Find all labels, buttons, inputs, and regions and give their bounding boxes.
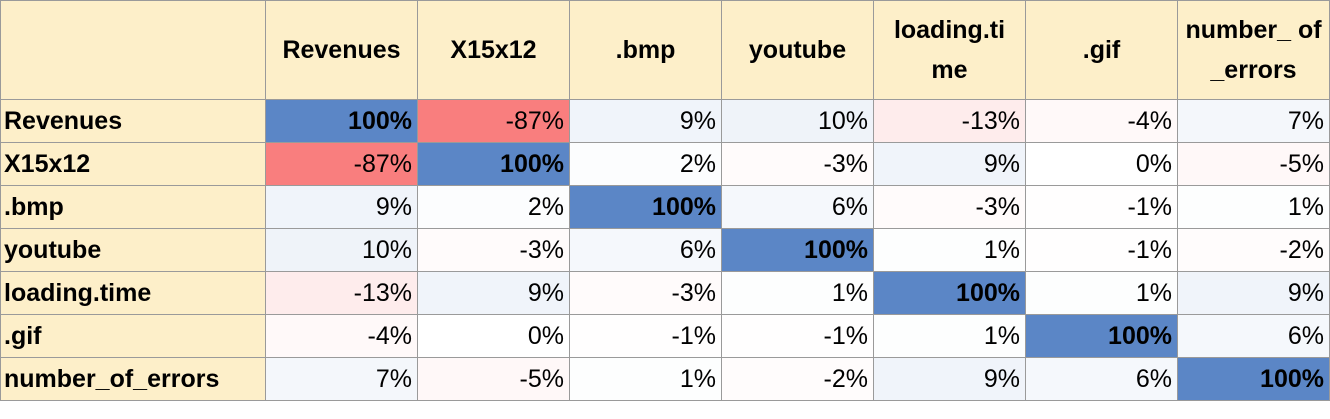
correlation-cell: 100%: [873, 271, 1026, 315]
correlation-cell: 1%: [873, 228, 1026, 272]
correlation-cell: 1%: [569, 357, 722, 401]
correlation-cell: -4%: [265, 314, 418, 358]
correlation-cell: 9%: [873, 142, 1026, 186]
table-row: X15x12 -87% 100% 2% -3% 9% 0% -5%: [0, 142, 1330, 186]
correlation-cell: 100%: [569, 185, 722, 229]
correlation-cell: 100%: [721, 228, 874, 272]
row-header: youtube: [0, 228, 266, 272]
correlation-cell: 100%: [417, 142, 570, 186]
correlation-cell: -1%: [569, 314, 722, 358]
correlation-cell: 6%: [569, 228, 722, 272]
correlation-cell: 10%: [265, 228, 418, 272]
correlation-cell: 9%: [873, 357, 1026, 401]
correlation-cell: 10%: [721, 99, 874, 143]
correlation-cell: -3%: [569, 271, 722, 315]
correlation-cell: 6%: [1025, 357, 1178, 401]
correlation-cell: -5%: [1177, 142, 1330, 186]
column-header: loading.ti me: [873, 0, 1026, 100]
column-header: .bmp: [569, 0, 722, 100]
correlation-cell: -1%: [1025, 228, 1178, 272]
table-body: Revenues 100% -87% 9% 10% -13% -4% 7% X15x12 -87%…: [0, 99, 1330, 401]
correlation-cell: 9%: [569, 99, 722, 143]
correlation-cell: 1%: [873, 314, 1026, 358]
table-row: youtube 10% -3% 6% 100% 1% -1% -2%: [0, 228, 1330, 272]
correlation-cell: -2%: [1177, 228, 1330, 272]
row-header: .bmp: [0, 185, 266, 229]
header-row: Revenues X15x12 .bmp youtube loading.ti me .g…: [0, 0, 1330, 100]
correlation-cell: -3%: [873, 185, 1026, 229]
correlation-cell: 7%: [1177, 99, 1330, 143]
correlation-cell: 100%: [1025, 314, 1178, 358]
correlation-cell: 1%: [1177, 185, 1330, 229]
correlation-cell: -5%: [417, 357, 570, 401]
correlation-cell: 0%: [417, 314, 570, 358]
correlation-cell: -87%: [417, 99, 570, 143]
table-row: .bmp 9% 2% 100% 6% -3% -1% 1%: [0, 185, 1330, 229]
correlation-cell: 9%: [265, 185, 418, 229]
correlation-cell: 1%: [1025, 271, 1178, 315]
correlation-cell: 2%: [417, 185, 570, 229]
correlation-cell: -2%: [721, 357, 874, 401]
correlation-cell: -3%: [721, 142, 874, 186]
row-header: number_of_errors: [0, 357, 266, 401]
correlation-cell: 9%: [1177, 271, 1330, 315]
correlation-cell: -13%: [873, 99, 1026, 143]
correlation-cell: 6%: [1177, 314, 1330, 358]
correlation-cell: -13%: [265, 271, 418, 315]
row-header: loading.time: [0, 271, 266, 315]
column-header: youtube: [721, 0, 874, 100]
correlation-cell: -1%: [1025, 185, 1178, 229]
correlation-cell: 1%: [721, 271, 874, 315]
correlation-cell: -1%: [721, 314, 874, 358]
row-header: X15x12: [0, 142, 266, 186]
corner-cell: [0, 0, 266, 100]
correlation-cell: 9%: [417, 271, 570, 315]
correlation-cell: -4%: [1025, 99, 1178, 143]
row-header: .gif: [0, 314, 266, 358]
table-row: Revenues 100% -87% 9% 10% -13% -4% 7%: [0, 99, 1330, 143]
correlation-cell: 7%: [265, 357, 418, 401]
column-header: number_ of_errors: [1177, 0, 1330, 100]
row-header: Revenues: [0, 99, 266, 143]
correlation-cell: -3%: [417, 228, 570, 272]
column-header: Revenues: [265, 0, 418, 100]
correlation-cell: 0%: [1025, 142, 1178, 186]
correlation-cell: 100%: [265, 99, 418, 143]
table-row: .gif -4% 0% -1% -1% 1% 100% 6%: [0, 314, 1330, 358]
column-header: .gif: [1025, 0, 1178, 100]
table-row: number_of_errors 7% -5% 1% -2% 9% 6% 100%: [0, 357, 1330, 401]
correlation-cell: 100%: [1177, 357, 1330, 401]
column-header: X15x12: [417, 0, 570, 100]
correlation-table: Revenues X15x12 .bmp youtube loading.ti me .g…: [0, 0, 1330, 401]
correlation-cell: 2%: [569, 142, 722, 186]
correlation-cell: 6%: [721, 185, 874, 229]
correlation-cell: -87%: [265, 142, 418, 186]
table-row: loading.time -13% 9% -3% 1% 100% 1% 9%: [0, 271, 1330, 315]
